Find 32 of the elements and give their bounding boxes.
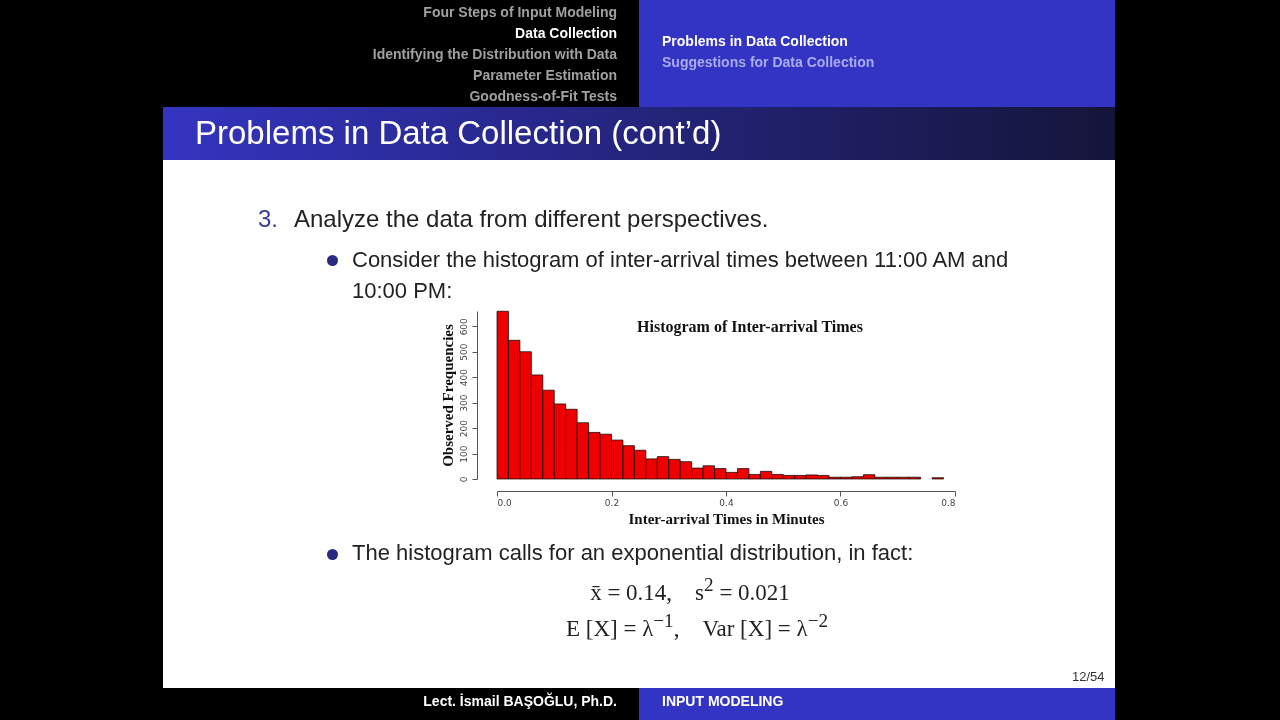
text: Consider the histogram of inter-arrival times between 11:00 AM and 10:00 PM: [352,246,1010,305]
text: E [X] = λ$^{−1}$, Var [X] = λ$^{−2}$ [565,610,829,642]
y-tick-label: 400 [458,368,469,387]
text: x̄ = 0.14, s$^{2}$ = 0.021 [590,574,790,606]
text: Suggestions for Data Collection [662,54,875,70]
text: Parameter Estimation [473,67,617,83]
x-tick-label: 0.6 [833,497,849,508]
y-tick-label: 200 [458,419,469,438]
y-axis-title: Observed Frequencies [439,324,456,467]
chart-title: Histogram of Inter-arrival Times [637,317,863,336]
text: Analyze the data from different perspectives. [294,205,769,233]
text: The histogram calls for an exponential distribution, in fact: [352,540,914,566]
text: Lect. İsmail BAŞOĞLU, Ph.D. [423,693,617,709]
x-tick-label: 0.4 [719,497,734,508]
text: Identifying the Distribution with Data [372,46,617,62]
text: 3. [258,205,279,233]
y-tick-label: 300 [458,394,469,412]
y-tick-label: 600 [458,317,469,336]
text: Four Steps of Input Modeling [423,4,617,20]
x-tick-label: 0.8 [941,497,956,508]
text: Data Collection [515,25,617,41]
y-tick-label: 0 [458,476,469,483]
text: Problems in Data Collection (cont’d) [195,114,722,152]
text: 12/54 [1072,669,1105,684]
text: INPUT MODELING [662,693,784,709]
y-tick-label: 500 [458,343,469,361]
x-axis-title: Inter-arrival Times in Minutes [628,510,825,527]
text: Problems in Data Collection [662,33,848,49]
text: Goodness-of-Fit Tests [469,88,617,104]
x-tick-label: 0.2 [604,497,620,508]
x-tick-label: 0.0 [497,497,513,508]
y-tick-label: 100 [458,445,469,463]
